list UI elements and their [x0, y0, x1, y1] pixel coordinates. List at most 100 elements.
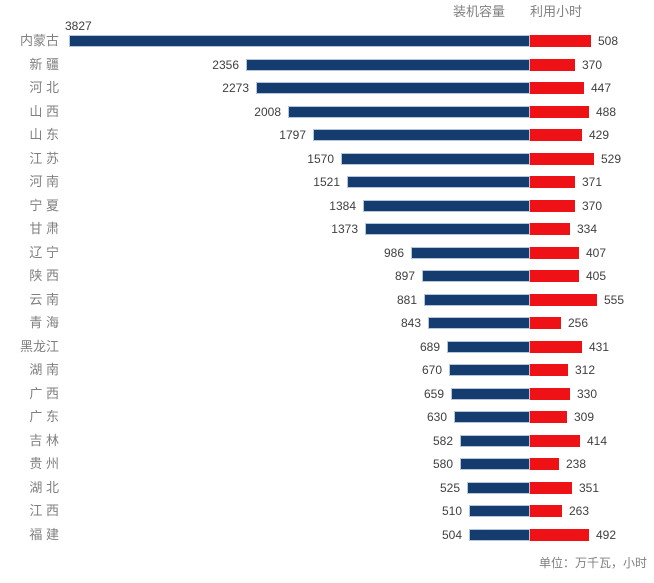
- category-label: 云 南: [29, 291, 59, 307]
- unit-note: 单位：万千瓦，小时: [538, 556, 647, 570]
- category-label: 青 海: [29, 315, 59, 330]
- category-label: 福 建: [29, 526, 59, 542]
- capacity-bar: [428, 317, 530, 329]
- category-label: 山 东: [29, 127, 59, 142]
- hours-bar: [530, 152, 594, 165]
- hours-value: 370: [582, 198, 603, 213]
- capacity-bar: [365, 223, 530, 235]
- hours-bar: [530, 481, 572, 494]
- hours-value: 351: [579, 480, 600, 495]
- category-label: 甘 肃: [29, 221, 59, 236]
- capacity-value: 1797: [279, 128, 306, 142]
- category-label: 贵 州: [29, 456, 59, 471]
- hours-bar: [530, 35, 591, 47]
- hours-bar: [530, 82, 584, 94]
- capacity-bar: [467, 481, 530, 494]
- capacity-value: 689: [419, 339, 440, 354]
- category-label: 广 西: [29, 385, 59, 401]
- category-label: 江 苏: [29, 150, 59, 166]
- capacity-value: 881: [396, 292, 417, 307]
- capacity-bar: [288, 105, 530, 118]
- hours-value: 371: [582, 175, 603, 189]
- capacity-value: 659: [423, 386, 444, 401]
- capacity-value: 2273: [222, 81, 249, 95]
- capacity-bar: [447, 340, 530, 353]
- capacity-bar: [411, 246, 530, 259]
- hours-value: 309: [574, 410, 595, 424]
- capacity-bar: [451, 387, 530, 400]
- hours-bar: [530, 387, 570, 400]
- capacity-bar: [69, 35, 530, 47]
- capacity-bar: [246, 58, 530, 71]
- category-label: 广 东: [29, 409, 59, 424]
- capacity-value: 582: [432, 433, 453, 448]
- category-label: 河 南: [29, 174, 59, 189]
- capacity-bar: [313, 129, 530, 141]
- hours-value: 429: [589, 128, 610, 142]
- category-label: 辽 宁: [29, 244, 59, 260]
- capacity-value: 580: [432, 457, 453, 471]
- hours-bar: [530, 293, 597, 306]
- capacity-bar: [469, 528, 530, 541]
- hours-value: 407: [586, 245, 607, 260]
- hours-value: 508: [598, 34, 619, 48]
- capacity-bar: [460, 434, 530, 447]
- capacity-value: 504: [441, 527, 462, 542]
- hours-value: 370: [582, 57, 603, 72]
- hours-value: 256: [568, 316, 589, 330]
- capacity-value: 1521: [313, 175, 340, 189]
- capacity-bar: [347, 176, 530, 188]
- category-label: 湖 南: [29, 362, 59, 377]
- capacity-bar: [341, 152, 530, 165]
- capacity-value: 510: [441, 504, 462, 518]
- legend-capacity-label: 装机容量: [452, 4, 505, 19]
- category-label: 黑龙江: [19, 338, 59, 354]
- category-label: 宁 夏: [29, 197, 59, 213]
- hours-value: 414: [587, 433, 608, 448]
- capacity-bar: [449, 364, 530, 376]
- capacity-value: 1373: [331, 222, 358, 236]
- category-label: 新 疆: [29, 56, 59, 72]
- hours-value: 334: [577, 222, 598, 236]
- hours-value: 447: [591, 81, 612, 95]
- hours-bar: [530, 505, 562, 517]
- hours-value: 492: [596, 527, 617, 542]
- hours-value: 238: [566, 457, 587, 471]
- hours-bar: [530, 223, 570, 235]
- category-label: 江 西: [29, 503, 59, 518]
- legend-hours-label: 利用小时: [530, 4, 583, 19]
- category-label: 陕 西: [29, 268, 59, 283]
- capacity-value: 525: [439, 480, 460, 495]
- hours-bar: [530, 270, 579, 282]
- hours-bar: [530, 458, 559, 470]
- hours-bar: [530, 199, 575, 212]
- hours-bar: [530, 58, 575, 71]
- hours-value: 405: [586, 269, 607, 283]
- hours-bar: [530, 528, 589, 541]
- hours-bar: [530, 340, 582, 353]
- hours-value: 529: [601, 151, 622, 166]
- category-label: 河 北: [29, 80, 59, 95]
- hours-bar: [530, 105, 589, 118]
- capacity-bar: [460, 458, 530, 470]
- capacity-value: 1384: [329, 198, 356, 213]
- capacity-bar: [469, 505, 530, 517]
- capacity-value: 897: [394, 269, 415, 283]
- hours-bar: [530, 246, 579, 259]
- capacity-bar: [422, 270, 530, 282]
- capacity-value: 843: [400, 316, 421, 330]
- capacity-value: 630: [426, 410, 447, 424]
- capacity-bar: [454, 411, 530, 423]
- hours-value: 431: [589, 339, 610, 354]
- capacity-value: 2008: [254, 104, 281, 119]
- hours-bar: [530, 129, 582, 141]
- hours-value: 312: [575, 363, 596, 377]
- category-label: 湖 北: [29, 479, 59, 495]
- hours-bar: [530, 176, 575, 188]
- hours-value: 330: [577, 386, 598, 401]
- hours-value: 488: [596, 104, 617, 119]
- capacity-value: 2356: [212, 57, 239, 72]
- capacity-value: 3827: [65, 19, 92, 33]
- capacity-bar: [256, 82, 530, 94]
